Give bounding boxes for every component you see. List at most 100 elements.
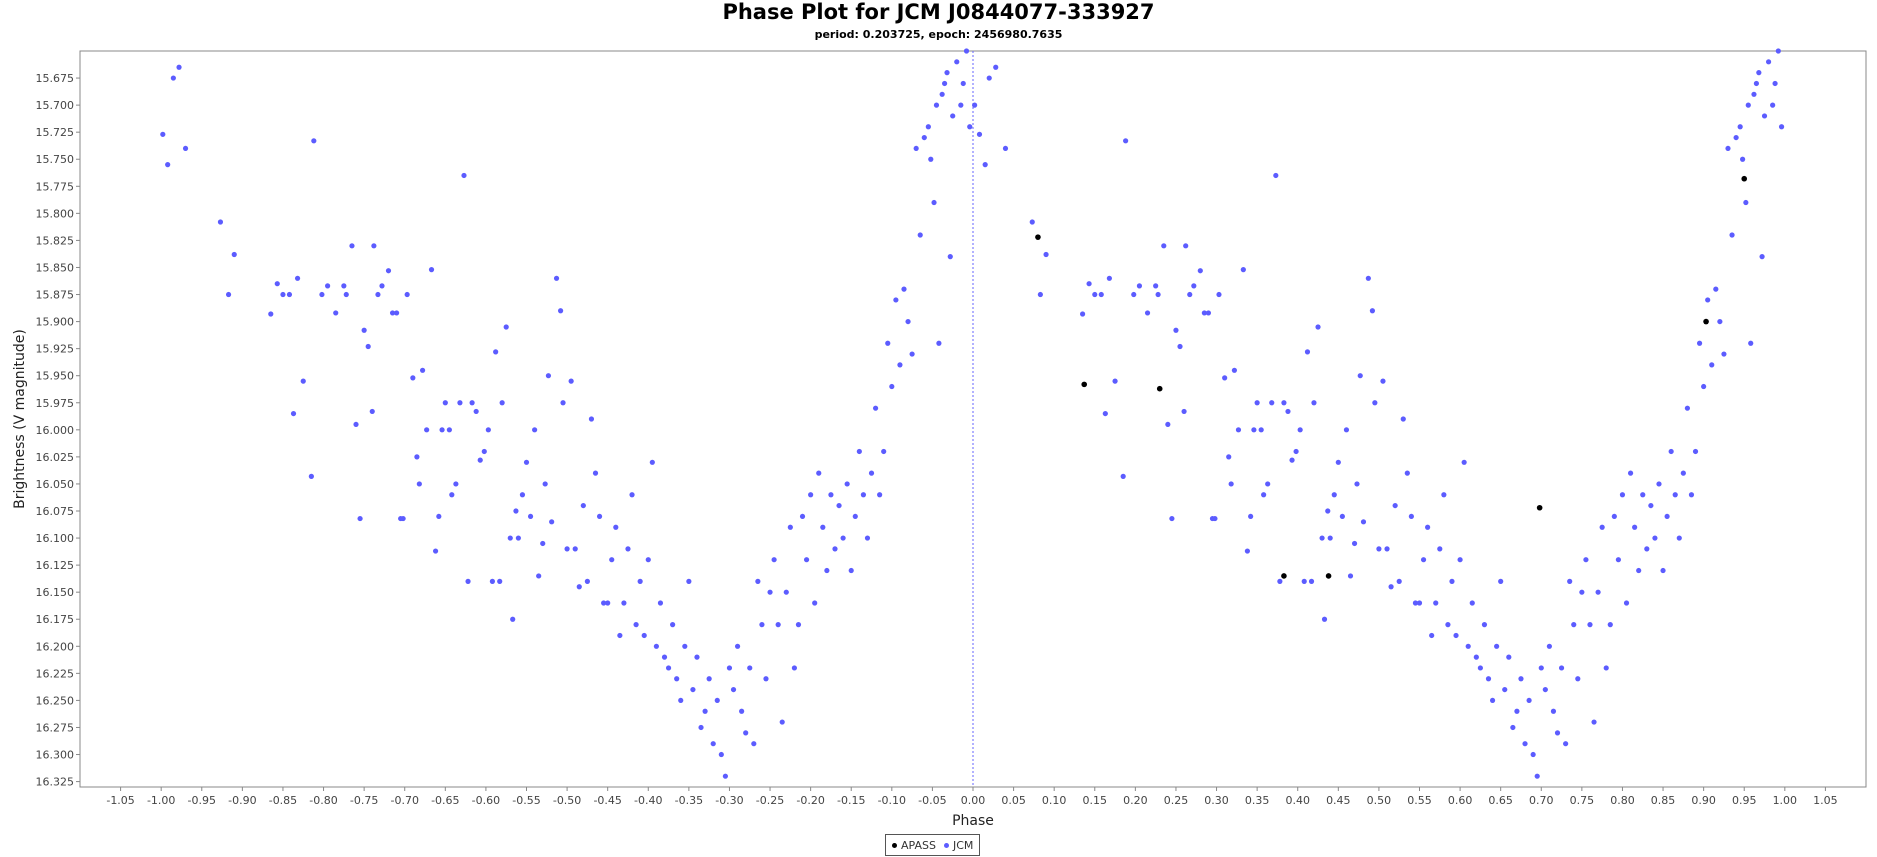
jcm-point xyxy=(1713,286,1719,292)
jcm-point xyxy=(588,416,595,422)
x-tick-label: 0.70 xyxy=(1529,794,1554,807)
x-tick-label: -0.30 xyxy=(715,794,743,807)
jcm-point xyxy=(1563,741,1569,747)
jcm-point xyxy=(1542,686,1548,693)
x-tick-label: -0.50 xyxy=(553,794,581,807)
jcm-point xyxy=(1289,457,1295,463)
jcm-point xyxy=(1473,654,1479,660)
jcm-point xyxy=(1619,492,1626,498)
jcm-point xyxy=(1244,548,1250,554)
jcm-point xyxy=(361,327,367,333)
jcm-point xyxy=(510,616,516,622)
jcm-point xyxy=(820,524,826,530)
jcm-point xyxy=(1514,708,1520,714)
legend-item-jcm: JCM xyxy=(943,839,973,852)
jcm-point xyxy=(1351,540,1358,547)
jcm-point xyxy=(1325,508,1331,514)
jcm-point xyxy=(1449,578,1455,584)
jcm-point xyxy=(385,268,392,274)
jcm-point xyxy=(1153,283,1159,289)
jcm-point xyxy=(274,281,280,287)
apass-point xyxy=(1741,175,1748,182)
legend-marker-apass xyxy=(892,842,897,848)
jcm-point xyxy=(1319,535,1325,541)
jcm-point xyxy=(523,459,530,465)
jcm-point xyxy=(694,654,700,660)
x-tick-label: -0.35 xyxy=(675,794,703,807)
jcm-point xyxy=(1429,632,1435,639)
apass-point xyxy=(1536,504,1543,511)
x-tick-label: 0.45 xyxy=(1326,794,1351,807)
jcm-point xyxy=(1705,297,1711,303)
jcm-point xyxy=(371,243,377,249)
jcm-point xyxy=(1457,557,1463,563)
jcm-point xyxy=(176,64,182,70)
jcm-point xyxy=(1251,427,1257,433)
jcm-point xyxy=(1248,513,1254,520)
jcm-point xyxy=(670,622,676,628)
x-tick-label: 0.65 xyxy=(1488,794,1513,807)
jcm-point xyxy=(1392,502,1398,509)
jcm-point xyxy=(1775,48,1781,54)
jcm-point xyxy=(564,546,570,552)
jcm-point xyxy=(160,131,166,137)
y-tick-label: 16.050 xyxy=(36,478,75,491)
jcm-point xyxy=(457,400,463,406)
jcm-point xyxy=(461,172,467,179)
jcm-point xyxy=(967,124,973,130)
jcm-point xyxy=(493,349,499,355)
jcm-point xyxy=(1765,59,1772,65)
jcm-point xyxy=(617,632,623,639)
jcm-point xyxy=(1343,427,1350,433)
jcm-point xyxy=(503,324,509,330)
jcm-point xyxy=(730,686,737,693)
jcm-point xyxy=(1102,410,1108,417)
jcm-point xyxy=(1660,567,1666,574)
jcm-point xyxy=(726,665,733,671)
y-tick-label: 16.075 xyxy=(36,505,75,518)
jcm-point xyxy=(1335,459,1341,465)
jcm-point xyxy=(925,124,931,130)
jcm-point xyxy=(633,622,639,628)
x-tick-label: -0.55 xyxy=(512,794,540,807)
jcm-point xyxy=(1522,741,1528,747)
jcm-point xyxy=(1737,124,1743,130)
jcm-point xyxy=(1231,367,1238,373)
jcm-point xyxy=(308,473,314,479)
jcm-point xyxy=(1029,219,1035,225)
x-tick-label: 0.50 xyxy=(1367,794,1392,807)
jcm-point xyxy=(400,515,406,522)
jcm-point xyxy=(1652,535,1658,541)
jcm-point xyxy=(357,515,363,522)
jcm-point xyxy=(1396,578,1402,584)
apass-point xyxy=(1703,318,1709,325)
jcm-point xyxy=(1131,291,1137,298)
jcm-point xyxy=(808,492,814,498)
jcm-point xyxy=(1717,318,1723,325)
chart-title: Phase Plot for JCM J0844077-333927 xyxy=(722,0,1155,24)
y-tick-label: 16.175 xyxy=(36,613,75,626)
jcm-point xyxy=(1425,524,1431,530)
jcm-point xyxy=(913,145,919,152)
jcm-point xyxy=(963,48,970,54)
jcm-point xyxy=(436,513,442,520)
jcm-point xyxy=(580,502,586,509)
jcm-point xyxy=(909,351,915,357)
jcm-point xyxy=(1092,291,1098,298)
jcm-point xyxy=(1400,416,1406,422)
jcm-point xyxy=(1481,622,1488,628)
jcm-point xyxy=(1304,349,1311,355)
jcm-point xyxy=(1743,199,1749,206)
jcm-point xyxy=(1692,448,1699,455)
jcm-point xyxy=(1201,310,1207,316)
jcm-point xyxy=(560,400,566,406)
jcm-point xyxy=(1640,492,1646,498)
jcm-point xyxy=(936,340,942,346)
jcm-point xyxy=(1485,676,1492,682)
jcm-point xyxy=(465,578,471,584)
jcm-point xyxy=(641,632,647,639)
x-tick-label: 0.00 xyxy=(961,794,986,807)
jcm-point xyxy=(868,470,875,476)
jcm-point xyxy=(1226,454,1232,460)
x-tick-label: -0.85 xyxy=(269,794,297,807)
